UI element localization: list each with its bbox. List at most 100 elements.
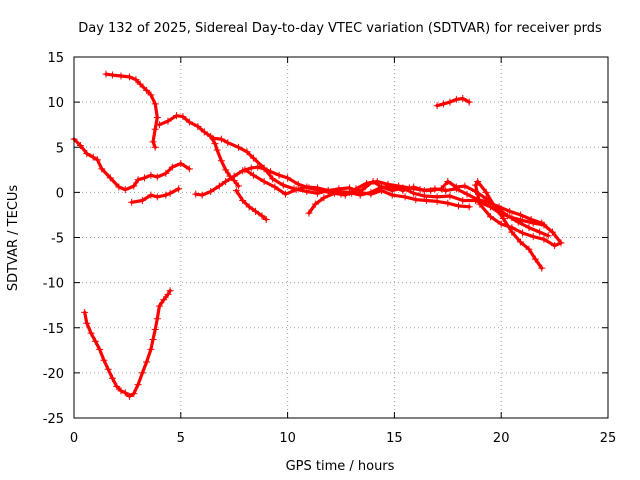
data-point <box>538 264 546 272</box>
data-point <box>538 219 546 227</box>
data-point <box>147 171 155 179</box>
x-tick-label: 15 <box>386 431 403 446</box>
data-point <box>271 183 279 191</box>
data-point <box>155 302 163 310</box>
data-point <box>128 198 136 206</box>
data-point <box>136 80 144 88</box>
data-point <box>147 191 155 199</box>
data-point <box>440 100 448 108</box>
data-point <box>459 95 467 103</box>
data-point <box>192 190 200 198</box>
data-point <box>401 193 409 201</box>
data-point <box>134 176 142 184</box>
y-tick-label: 5 <box>56 141 64 156</box>
data-point <box>194 122 202 130</box>
data-point <box>262 215 270 223</box>
data-point <box>222 166 230 174</box>
series-track-j <box>433 95 473 110</box>
data-point <box>412 196 420 204</box>
data-point <box>215 182 223 190</box>
data-point <box>472 181 480 189</box>
y-axis-label: SDTVAR / TECUs <box>6 185 21 292</box>
data-point <box>465 203 473 211</box>
data-point <box>356 191 364 199</box>
series-trace <box>72 137 191 192</box>
data-point <box>303 183 311 191</box>
y-tick-label: 15 <box>47 51 64 66</box>
data-point <box>514 218 522 226</box>
data-point <box>410 189 418 197</box>
grid <box>74 57 608 418</box>
data-point <box>153 113 161 121</box>
data-point <box>151 326 159 334</box>
data-point <box>245 203 253 211</box>
data-point <box>506 207 514 215</box>
data-point <box>198 191 206 199</box>
data-point <box>108 71 116 79</box>
data-point <box>444 178 452 186</box>
data-point <box>378 183 386 191</box>
data-point <box>222 178 230 186</box>
data-point <box>516 238 524 246</box>
series-track-b <box>128 185 183 206</box>
data-point <box>168 163 176 171</box>
data-point <box>151 143 159 151</box>
data-point <box>352 185 360 193</box>
data-point <box>151 100 159 108</box>
data-point <box>143 86 151 94</box>
series-track-a <box>70 135 193 194</box>
data-point <box>149 335 157 343</box>
data-point <box>177 159 185 167</box>
data-point <box>433 197 441 205</box>
data-point <box>185 165 193 173</box>
series-track-c <box>102 70 161 151</box>
x-tick-label: 5 <box>177 431 185 446</box>
data-point <box>104 365 112 373</box>
data-point <box>487 213 495 221</box>
data-point <box>106 174 114 182</box>
data-point <box>465 98 473 106</box>
data-point <box>292 186 300 194</box>
data-point <box>98 165 106 173</box>
data-point <box>444 199 452 207</box>
data-point <box>474 178 482 186</box>
data-point <box>416 186 424 194</box>
data-point <box>551 242 559 250</box>
data-point <box>224 139 232 147</box>
series-track-d <box>155 112 242 190</box>
data-point <box>96 345 104 353</box>
data-point <box>130 390 138 398</box>
data-point <box>548 228 556 236</box>
data-point <box>536 228 544 236</box>
data-point <box>138 369 146 377</box>
series-trace <box>234 189 268 221</box>
data-point <box>243 148 251 156</box>
data-point <box>527 215 535 223</box>
data-point <box>311 200 319 208</box>
data-point <box>516 211 524 219</box>
data-point <box>324 187 332 195</box>
data-point <box>540 235 548 243</box>
data-point <box>269 175 277 183</box>
data-point <box>544 232 552 240</box>
data-point <box>472 187 480 195</box>
data-point <box>275 171 283 179</box>
data-point <box>463 190 471 198</box>
data-point <box>132 76 140 84</box>
data-point <box>474 196 482 204</box>
data-point <box>153 193 161 201</box>
data-point <box>531 255 539 263</box>
data-point <box>395 182 403 190</box>
data-point <box>166 287 174 295</box>
data-point <box>281 190 289 198</box>
data-point <box>232 187 240 195</box>
data-point <box>76 141 84 149</box>
data-point <box>461 182 469 190</box>
data-point <box>213 146 221 154</box>
data-point <box>100 356 108 364</box>
data-point <box>459 196 467 204</box>
data-point <box>525 245 533 253</box>
data-point <box>405 184 413 192</box>
data-point <box>446 98 454 106</box>
